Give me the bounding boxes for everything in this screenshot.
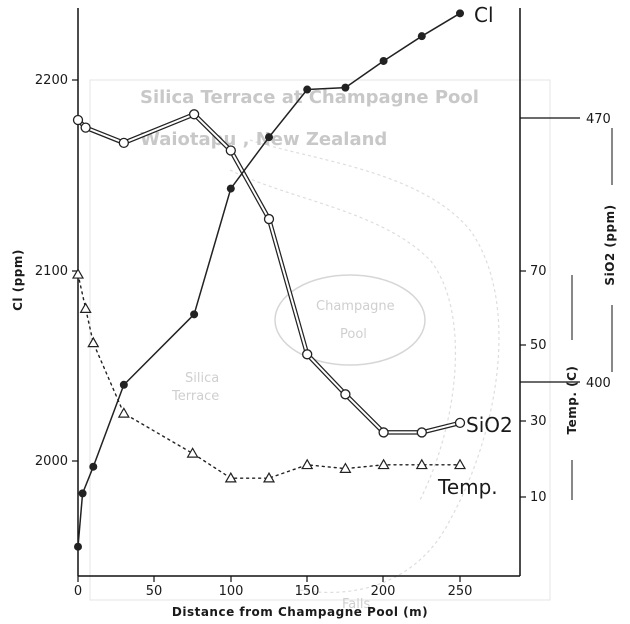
- map-subtitle: Waiotapu , New Zealand: [140, 129, 387, 150]
- temp-point-3: [117, 407, 130, 418]
- temp-point-8: [339, 462, 352, 473]
- series-label-sio2: SiO2: [466, 413, 513, 437]
- map-label-falls: Falls: [342, 597, 370, 612]
- cl-tick-label-2000: 2000: [35, 454, 68, 469]
- background-map: Silica Terrace at Champagne Pool Waiotap…: [89, 79, 551, 612]
- map-frame: [89, 79, 551, 601]
- temp-point-4: [186, 447, 199, 458]
- temp-point-5: [224, 471, 237, 483]
- sio2-point-10: [454, 417, 466, 429]
- cl-axis-ticks: 2000 2100 2200: [35, 73, 78, 469]
- map-label-silica: Silica: [185, 371, 219, 386]
- x-axis-ticks: 0 50 100 150 200 250: [74, 576, 473, 599]
- cl-line: [77, 12, 461, 547]
- x-axis-label: Distance from Champagne Pool (m): [172, 605, 428, 619]
- cl-tick-label-2100: 2100: [35, 264, 68, 279]
- cl-point-10: [417, 32, 426, 41]
- x-tick-label-200: 200: [371, 584, 396, 599]
- temp-point-6: [262, 471, 276, 483]
- cl-point-1: [78, 489, 87, 498]
- map-label-champagne: Champagne: [316, 299, 395, 314]
- temp-point-0: [71, 268, 85, 279]
- x-tick-label-50: 50: [146, 584, 163, 599]
- sio2-point-7: [340, 389, 351, 400]
- x-tick-label-0: 0: [74, 584, 82, 599]
- temp-point-9: [377, 458, 390, 470]
- map-label-pool: Pool: [340, 327, 367, 342]
- sio2-point-2: [118, 137, 129, 149]
- cl-point-8: [341, 83, 350, 92]
- series-sio2: [72, 109, 466, 438]
- cl-point-3: [119, 380, 128, 389]
- cl-point-0: [74, 542, 82, 551]
- sio2-axis-ticks: 400 470: [520, 112, 611, 391]
- cl-point-2: [89, 462, 98, 471]
- sio2-axis-label: SiO2 (ppm): [603, 204, 617, 285]
- sio2-point-1: [80, 122, 91, 133]
- map-label-terrace: Terrace: [171, 389, 219, 404]
- temp-point-11: [453, 458, 467, 470]
- temp-point-10: [415, 458, 428, 470]
- cl-point-7: [303, 85, 312, 94]
- cl-point-9: [379, 56, 388, 65]
- sio2-point-5: [263, 213, 275, 225]
- temp-point-7: [301, 458, 314, 470]
- series-temp: [71, 268, 467, 483]
- cl-axis-label: Cl (ppm): [11, 249, 25, 311]
- x-tick-label-100: 100: [219, 584, 244, 599]
- sio2-point-6: [302, 349, 313, 360]
- cl-point-4: [190, 310, 199, 319]
- temp-tick-label-70: 70: [530, 264, 547, 279]
- map-title: Silica Terrace at Champagne Pool: [140, 87, 479, 108]
- sio2-tick-label-470: 470: [586, 112, 611, 127]
- x-tick-label-250: 250: [448, 584, 473, 599]
- series-cl: [74, 9, 464, 551]
- sio2-point-4: [225, 145, 236, 156]
- temp-tick-label-10: 10: [530, 490, 547, 505]
- sio2-line-inner: [77, 113, 461, 434]
- sio2-tick-label-400: 400: [586, 376, 611, 391]
- temp-axis-label: Temp. (C): [565, 366, 579, 435]
- temp-point-1: [79, 302, 92, 313]
- temp-tick-label-30: 30: [530, 414, 547, 429]
- sio2-line-outer: [76, 112, 461, 435]
- cl-tick-label-2200: 2200: [35, 73, 68, 88]
- temp-axis-ticks: 10 30 50 70: [520, 264, 547, 505]
- sio2-point-3: [188, 109, 200, 120]
- sio2-point-0: [72, 114, 84, 126]
- sio2-point-8: [378, 427, 389, 438]
- temp-point-2: [87, 336, 100, 348]
- cl-point-6: [265, 133, 273, 142]
- cl-point-5: [226, 184, 235, 193]
- series-label-cl: Cl: [474, 3, 494, 27]
- sio2-point-9: [416, 427, 427, 438]
- temp-line: [77, 273, 461, 479]
- temp-tick-label-50: 50: [530, 338, 547, 353]
- series-label-temp: Temp.: [437, 475, 498, 499]
- map-pool-outline: [274, 274, 426, 366]
- cl-point-11: [456, 9, 464, 18]
- map-contour: [249, 139, 500, 594]
- x-tick-label-150: 150: [295, 584, 320, 599]
